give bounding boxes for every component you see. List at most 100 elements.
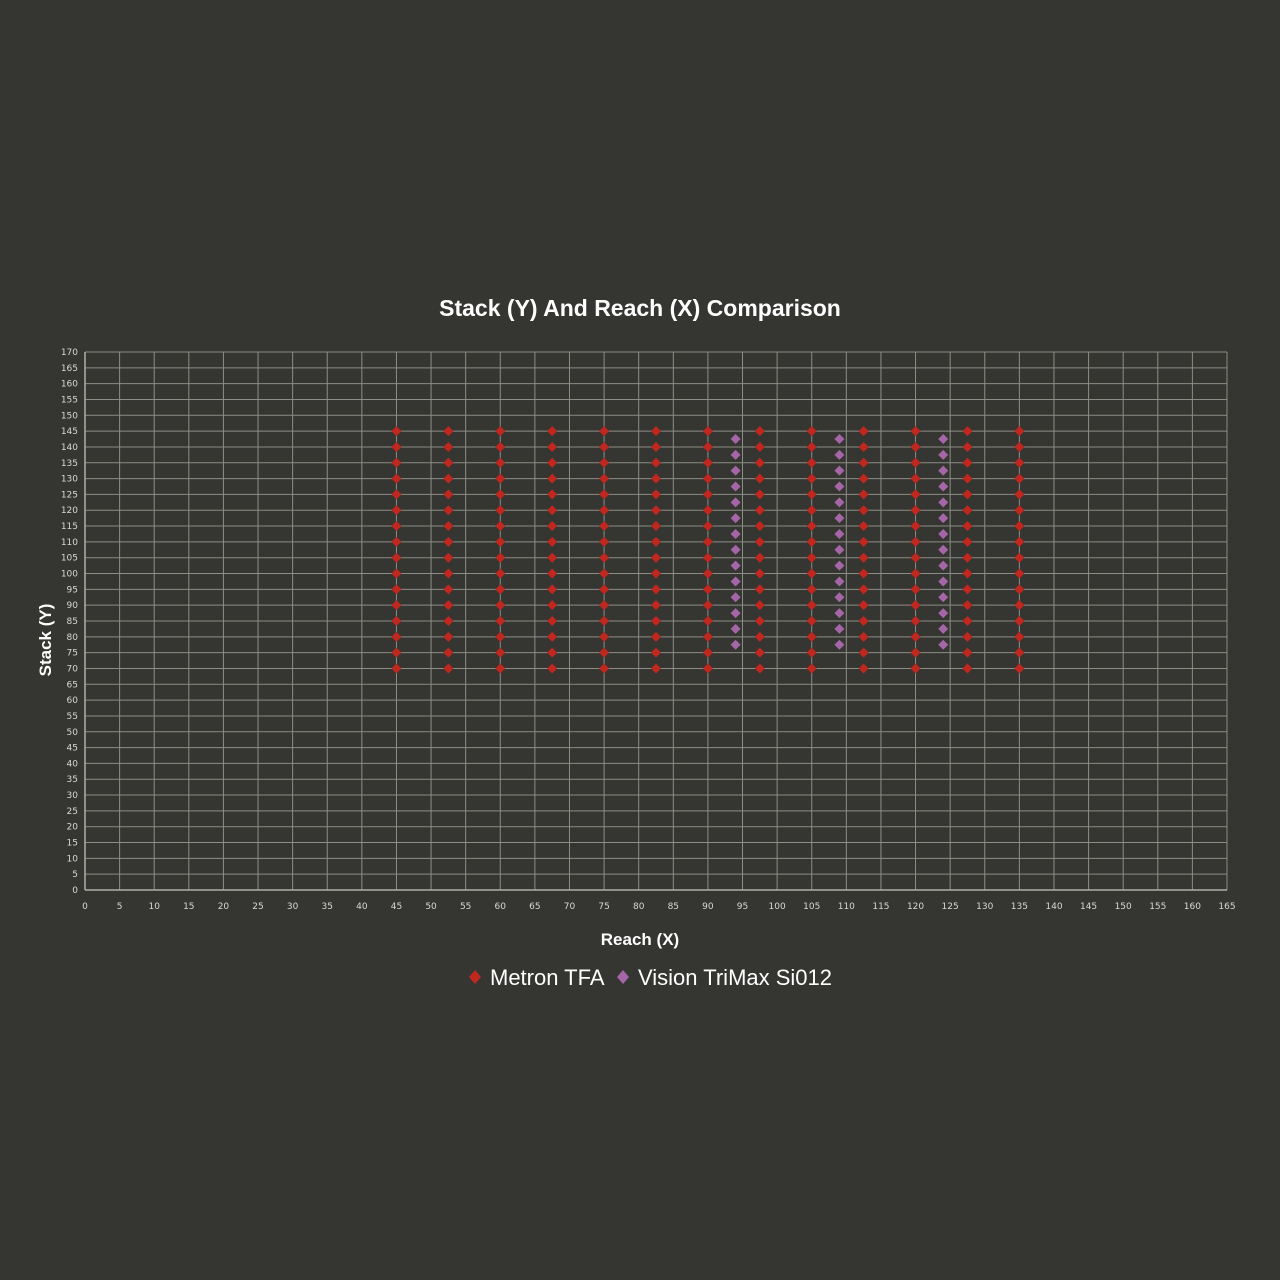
y-tick-label: 150 xyxy=(61,411,78,421)
y-tick-label: 135 xyxy=(61,459,78,469)
data-point xyxy=(391,426,402,437)
y-tick-label: 70 xyxy=(67,664,79,674)
data-point xyxy=(1014,441,1025,452)
data-point xyxy=(495,663,506,674)
data-point xyxy=(730,623,741,634)
data-point xyxy=(962,663,973,674)
data-point xyxy=(910,647,921,658)
data-point xyxy=(702,616,713,626)
data-point xyxy=(938,434,949,445)
data-point xyxy=(858,568,869,579)
data-point xyxy=(754,631,765,642)
data-point xyxy=(1014,536,1025,547)
data-point xyxy=(443,536,454,547)
data-point xyxy=(910,457,921,468)
data-point xyxy=(806,568,817,579)
legend-label-vision-trimax: Vision TriMax Si012 xyxy=(638,965,832,990)
data-point xyxy=(754,568,765,579)
data-point xyxy=(443,552,454,563)
data-point xyxy=(754,441,765,452)
data-point xyxy=(495,536,506,547)
data-point xyxy=(938,497,949,508)
data-point xyxy=(938,544,949,555)
data-point xyxy=(910,631,921,642)
data-point xyxy=(962,647,973,658)
data-point xyxy=(702,647,713,658)
y-tick-label: 30 xyxy=(67,791,79,801)
x-tick-label: 130 xyxy=(976,902,993,912)
data-point xyxy=(754,663,765,674)
data-point xyxy=(962,584,973,595)
data-point xyxy=(443,647,454,658)
data-point xyxy=(938,560,949,571)
data-point xyxy=(391,521,402,532)
data-point xyxy=(547,489,558,500)
y-tick-label: 40 xyxy=(67,759,79,769)
y-tick-label: 145 xyxy=(61,427,78,437)
data-point xyxy=(443,441,454,452)
data-point xyxy=(702,457,713,468)
data-point xyxy=(806,521,817,532)
data-point xyxy=(651,631,661,642)
data-point xyxy=(910,568,921,579)
data-point xyxy=(858,584,869,595)
data-point xyxy=(599,584,610,595)
x-tick-label: 0 xyxy=(82,902,88,912)
data-point xyxy=(599,473,610,484)
data-point xyxy=(910,505,921,516)
data-point xyxy=(443,616,454,626)
x-tick-label: 125 xyxy=(942,902,959,912)
y-tick-label: 85 xyxy=(67,617,78,627)
data-point xyxy=(702,473,713,484)
y-tick-label: 55 xyxy=(67,712,78,722)
data-point xyxy=(391,663,402,674)
data-point xyxy=(495,616,506,626)
x-tick-label: 150 xyxy=(1115,902,1132,912)
data-point xyxy=(754,426,765,437)
x-tick-label: 155 xyxy=(1149,902,1166,912)
y-tick-label: 65 xyxy=(67,680,78,690)
data-point xyxy=(1014,473,1025,484)
x-tick-label: 110 xyxy=(838,902,855,912)
data-point xyxy=(806,616,817,626)
data-point xyxy=(1014,552,1025,563)
data-point xyxy=(730,449,741,460)
data-point xyxy=(834,528,845,539)
data-point xyxy=(702,489,713,500)
data-point xyxy=(599,505,610,516)
data-point xyxy=(754,457,765,468)
y-tick-label: 10 xyxy=(67,854,79,864)
y-axis-ticks: 0 5 10 15 20 25 30 35 40 45 50 55 60 65 70 75 80 85 90 95 10… xyxy=(61,348,78,896)
data-point xyxy=(443,631,454,642)
data-point xyxy=(443,521,454,532)
legend: Metron TFA Vision TriMax Si012 xyxy=(469,965,832,990)
data-point xyxy=(1014,663,1025,674)
data-point xyxy=(730,544,741,555)
data-point xyxy=(1014,505,1025,516)
data-point xyxy=(391,552,402,563)
data-point xyxy=(834,592,845,603)
data-point xyxy=(495,457,506,468)
data-point xyxy=(730,528,741,539)
data-point xyxy=(910,616,921,626)
data-point xyxy=(730,639,741,650)
data-point xyxy=(547,568,558,579)
data-point xyxy=(443,600,454,611)
data-point xyxy=(754,521,765,532)
chart-title: Stack (Y) And Reach (X) Comparison xyxy=(439,295,841,321)
data-point xyxy=(834,449,845,460)
y-tick-label: 155 xyxy=(61,395,78,405)
data-point xyxy=(391,489,402,500)
data-point xyxy=(547,616,558,626)
x-tick-label: 65 xyxy=(529,902,540,912)
data-point xyxy=(910,521,921,532)
x-tick-label: 80 xyxy=(633,902,645,912)
data-point xyxy=(443,473,454,484)
data-point xyxy=(651,584,661,595)
data-point xyxy=(730,465,741,476)
data-point xyxy=(754,489,765,500)
y-tick-label: 50 xyxy=(67,728,79,738)
data-point xyxy=(806,505,817,516)
data-point xyxy=(938,576,949,587)
x-tick-label: 60 xyxy=(495,902,507,912)
